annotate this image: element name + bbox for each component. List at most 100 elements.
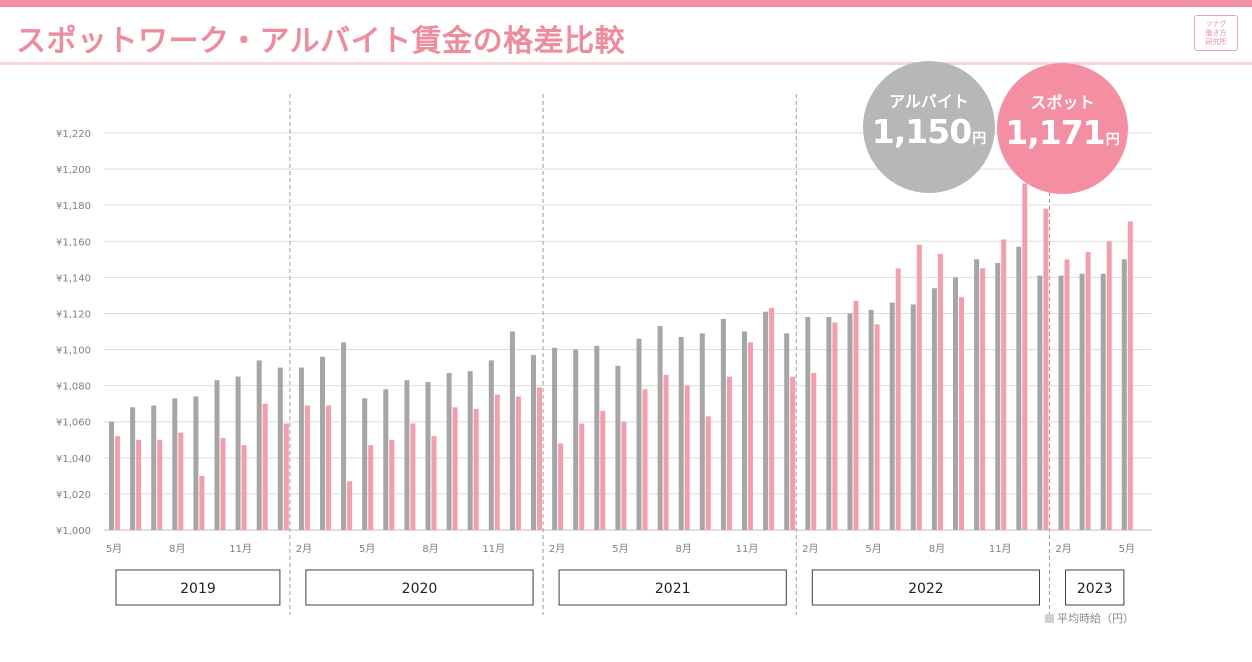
spot-bar [389, 439, 395, 530]
arubaito-bar [1100, 273, 1106, 530]
arubaito-bar [214, 380, 220, 530]
spot-bar [262, 403, 268, 530]
spot-callout-value-row: 1,171円 [1005, 113, 1119, 160]
arubaito-bar [172, 398, 178, 530]
arubaito-bar [277, 367, 283, 530]
spot-average-callout: スポット 1,171円 [997, 63, 1128, 194]
arubaito-bar [531, 354, 536, 530]
arubaito-bar [1058, 275, 1064, 530]
arubaito-bar [298, 367, 304, 530]
arubaito-bar [1079, 273, 1085, 530]
spot-callout-unit: 円 [1105, 132, 1120, 148]
year-group-box [115, 569, 281, 606]
year-group-label: 2019 [180, 581, 216, 597]
y-tick-label: ¥1,120 [56, 309, 91, 320]
y-tick-label: ¥1,200 [56, 165, 91, 176]
arubaito-bar [320, 356, 325, 530]
chart-legend: 平均時給（円） [1045, 610, 1134, 626]
arubaito-callout-unit: 円 [972, 130, 987, 147]
arubaito-bar [509, 331, 515, 530]
spot-bar [832, 322, 838, 530]
spot-bar [410, 423, 416, 530]
spot-bar [199, 475, 205, 530]
arubaito-bar [657, 326, 663, 530]
arubaito-bar [404, 380, 410, 530]
title-underline [0, 62, 1252, 65]
spot-bar [326, 405, 331, 530]
x-tick-label: 5月 [359, 543, 375, 555]
x-tick-label: 2月 [1055, 543, 1071, 555]
x-tick-label: 11月 [482, 543, 505, 555]
x-tick-label: 5月 [865, 543, 881, 555]
spot-bar [157, 439, 163, 530]
x-tick-label: 8月 [169, 543, 185, 555]
legend-swatch [1045, 613, 1054, 623]
spot-bar [494, 394, 500, 530]
spot-bar [874, 324, 880, 530]
spot-bar [705, 416, 711, 530]
arubaito-bar [974, 259, 980, 530]
page-title: スポットワーク・アルバイト賃金の格差比較 [16, 24, 626, 59]
spot-bar [748, 342, 753, 530]
x-tick-label: 2月 [802, 543, 818, 555]
arubaito-bar [109, 421, 114, 530]
spot-bar [178, 432, 184, 530]
arubaito-bar [1016, 246, 1022, 530]
spot-bar [1043, 208, 1049, 531]
spot-bar [1001, 239, 1007, 530]
top-accent-bar [0, 0, 1252, 7]
arubaito-bar [784, 333, 790, 530]
x-tick-label: 11月 [736, 543, 759, 555]
spot-bar [283, 423, 289, 530]
arubaito-bar [256, 360, 262, 530]
arubaito-bar [467, 371, 473, 530]
y-tick-label: ¥1,180 [56, 201, 91, 212]
spot-bar [220, 437, 226, 530]
arubaito-average-callout: アルバイト 1,150円 [863, 61, 995, 193]
arubaito-bar [995, 262, 1001, 530]
spot-bar [600, 410, 606, 530]
arubaito-bar [1037, 275, 1043, 530]
arubaito-callout-value: 1,150 [871, 111, 972, 151]
legend-label: 平均時給（円） [1057, 612, 1134, 625]
x-tick-label: 8月 [929, 543, 945, 555]
y-tick-label: ¥1,040 [56, 454, 91, 465]
spot-bar [1127, 221, 1133, 530]
arubaito-bar [573, 349, 579, 530]
arubaito-bar [383, 389, 389, 530]
arubaito-bar [699, 333, 705, 530]
y-tick-label: ¥1,080 [56, 382, 91, 393]
arubaito-bar [826, 317, 832, 530]
arubaito-bar [193, 396, 199, 530]
arubaito-bar [720, 318, 726, 530]
arubaito-bar [889, 302, 895, 530]
spot-bar [241, 445, 247, 530]
y-tick-label: ¥1,220 [56, 129, 91, 140]
arubaito-bar [446, 373, 452, 530]
spot-bar [431, 436, 437, 530]
arubaito-bar [130, 407, 136, 530]
spot-bar [115, 436, 120, 530]
y-tick-label: ¥1,000 [56, 526, 91, 537]
spot-bar [790, 376, 796, 530]
year-group-label: 2023 [1077, 581, 1113, 597]
year-group-box [1065, 569, 1125, 606]
arubaito-bar [931, 288, 937, 530]
y-tick-label: ¥1,060 [56, 418, 91, 429]
spot-bar [1106, 241, 1112, 531]
spot-bar [558, 443, 564, 530]
arubaito-bar [742, 331, 747, 530]
arubaito-bar [488, 360, 494, 530]
spot-bar [473, 409, 479, 530]
arubaito-bar [615, 365, 621, 530]
arubaito-bar [763, 311, 769, 530]
spot-bar [1085, 252, 1091, 530]
spot-bar [642, 389, 648, 530]
arubaito-bar [953, 277, 958, 530]
spot-bar [579, 423, 585, 530]
spot-bar [916, 244, 922, 530]
spot-bar [452, 407, 458, 530]
spot-bar [811, 373, 817, 530]
arubaito-bar [636, 338, 642, 530]
